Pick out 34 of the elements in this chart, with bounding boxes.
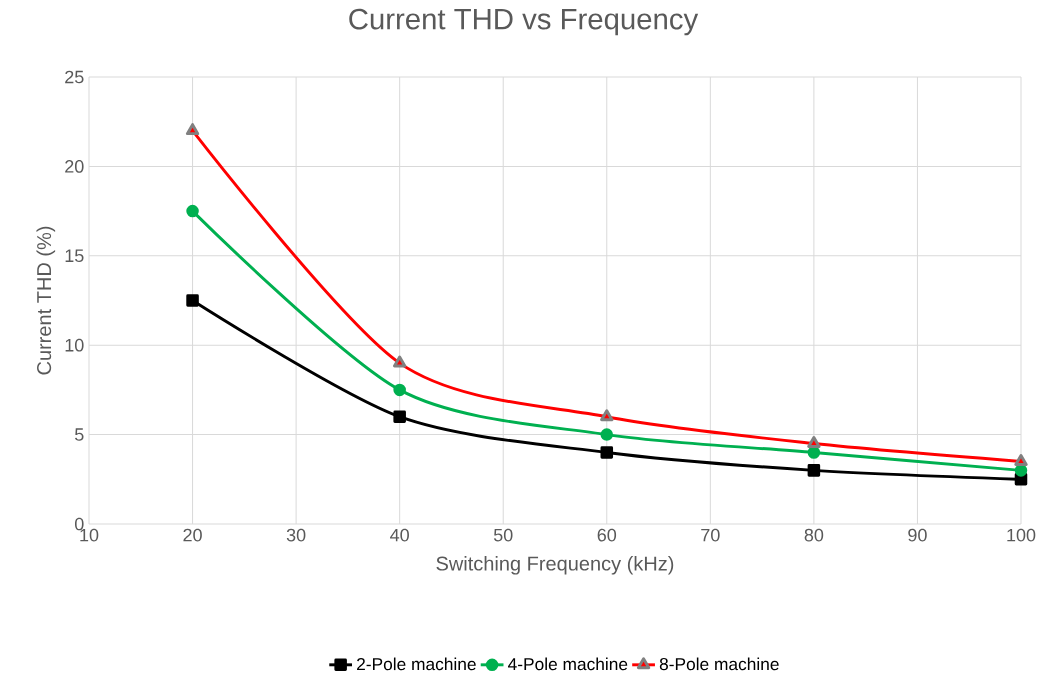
x-tick-label: 60 (597, 528, 617, 542)
legend-label: 4-Pole machine (508, 657, 628, 671)
point (807, 446, 821, 459)
y-tick-label: 10 (65, 338, 84, 352)
point (393, 383, 406, 397)
point (807, 436, 821, 449)
point (186, 204, 199, 218)
point (807, 464, 821, 477)
point (186, 294, 199, 307)
point (600, 446, 614, 459)
y-tick-label: 25 (65, 70, 84, 84)
x-tick-label: 20 (183, 528, 202, 542)
point (393, 410, 406, 423)
y-tick-label: 15 (65, 249, 84, 263)
y-tick-label: 20 (65, 160, 84, 173)
legend-label: 8-Pole machine (659, 657, 779, 671)
chart-title: Current THD vs Frequency (349, 8, 699, 36)
x-tick-label: 50 (493, 528, 513, 542)
point (1014, 464, 1028, 477)
x-tick-label: 40 (390, 528, 409, 542)
x-tick-label: 80 (804, 528, 824, 542)
y-tick-label: 5 (74, 428, 84, 441)
x-tick-label: 100 (1007, 528, 1036, 542)
point (600, 428, 614, 441)
point (185, 123, 200, 136)
x-tick-label: 70 (701, 528, 720, 542)
x-axis-title: Switching Frequency (kHz) (436, 555, 674, 575)
point (600, 409, 614, 422)
point (1014, 453, 1028, 466)
x-tick-label: 30 (286, 528, 306, 542)
legend-label: 2-Pole machine (357, 657, 476, 671)
y-axis-title: Current THD (%) (36, 226, 56, 375)
x-tick-label: 90 (908, 528, 927, 542)
point (393, 355, 407, 368)
